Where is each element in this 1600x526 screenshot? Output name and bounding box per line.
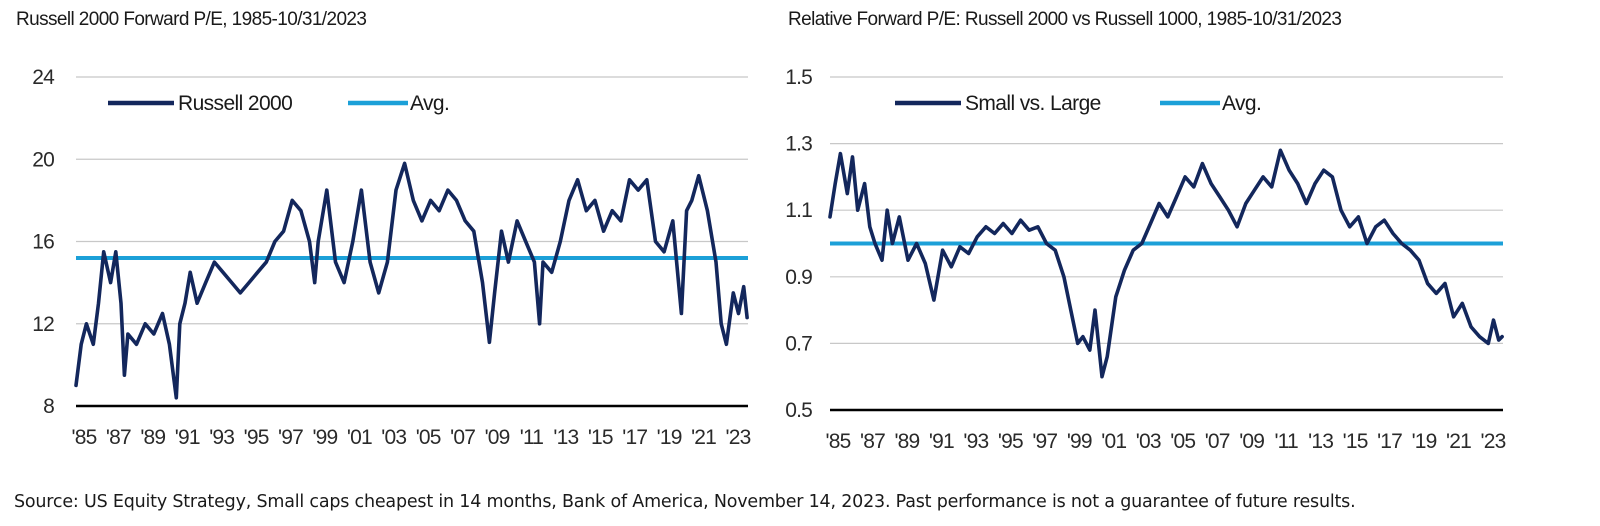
y-tick-label: 12 [32, 313, 54, 336]
chart-relative-forward-pe: 0.5 0.7 0.9 1.1 1.3 1.5 '85 '87 '89 '91 '93 '95 '97 '… [785, 66, 1506, 453]
x-tick-label: '23 [1481, 430, 1506, 453]
y-tick-label: 8 [43, 395, 54, 418]
x-tick-label: '11 [520, 426, 544, 449]
x-tick-label: '87 [860, 430, 885, 453]
series-line [74, 161, 749, 400]
x-tick-label: '97 [278, 426, 303, 449]
x-tick-label: '15 [588, 426, 613, 449]
x-tick-label: '23 [726, 426, 751, 449]
x-tick-label: '07 [450, 426, 475, 449]
x-tick-label: '13 [1308, 430, 1333, 453]
x-tick-label: '11 [1274, 430, 1298, 453]
x-tick-label: '17 [622, 426, 647, 449]
x-tick-label: '91 [175, 426, 200, 449]
y-tick-label: 24 [32, 66, 55, 89]
y-tick-label: 0.7 [785, 332, 812, 355]
x-tick-label: '03 [1136, 430, 1161, 453]
x-tick-label: '95 [998, 430, 1023, 453]
x-tick-label: '93 [963, 430, 988, 453]
y-tick-label: 20 [32, 148, 54, 171]
y-tick-label: 1.3 [785, 133, 812, 156]
chart-title-left: Russell 2000 Forward P/E, 1985-10/31/202… [16, 9, 367, 30]
x-tick-label: '19 [1412, 430, 1437, 453]
x-tick-label: '97 [1032, 430, 1057, 453]
y-tick-label: 1.1 [785, 199, 812, 222]
source-note: Source: US Equity Strategy, Small caps c… [14, 492, 1356, 512]
x-tick-label: '05 [1170, 430, 1195, 453]
x-tick-label: '01 [1101, 430, 1126, 453]
x-tick-label: '05 [416, 426, 441, 449]
x-tick-label: '09 [485, 426, 510, 449]
x-tick-label: '85 [826, 430, 851, 453]
x-tick-label: '19 [657, 426, 682, 449]
x-tick-label: '85 [72, 426, 97, 449]
x-tick-label: '01 [347, 426, 372, 449]
legend-label-series: Small vs. Large [965, 92, 1101, 115]
x-tick-label: '13 [553, 426, 578, 449]
x-tick-label: '99 [312, 426, 337, 449]
x-tick-label: '89 [140, 426, 165, 449]
x-tick-label: '89 [894, 430, 919, 453]
chart-russell-2000-forward-pe: 8 12 16 20 24 '85 '87 '89 '91 '93 '95 '97 '99 '01 '03 '… [32, 66, 751, 449]
x-tick-label: '93 [209, 426, 234, 449]
series-line [828, 148, 1504, 379]
y-tick-label: 0.9 [785, 266, 812, 289]
x-tick-label: '99 [1067, 430, 1092, 453]
chart-title-right: Relative Forward P/E: Russell 2000 vs Ru… [788, 9, 1342, 30]
x-tick-label: '17 [1377, 430, 1402, 453]
x-tick-label: '91 [929, 430, 954, 453]
x-tick-label: '03 [381, 426, 406, 449]
x-tick-label: '07 [1205, 430, 1230, 453]
x-tick-label: '09 [1239, 430, 1264, 453]
x-tick-label: '15 [1343, 430, 1368, 453]
x-tick-label: '95 [244, 426, 269, 449]
x-tick-label: '87 [106, 426, 131, 449]
y-tick-label: 0.5 [785, 399, 812, 422]
legend-label-avg: Avg. [410, 92, 449, 115]
legend-label-avg: Avg. [1222, 92, 1261, 115]
legend-label-series: Russell 2000 [178, 92, 292, 115]
x-tick-label: '21 [691, 426, 716, 449]
y-tick-label: 1.5 [785, 66, 812, 89]
x-tick-label: '21 [1446, 430, 1471, 453]
y-tick-label: 16 [32, 231, 54, 254]
